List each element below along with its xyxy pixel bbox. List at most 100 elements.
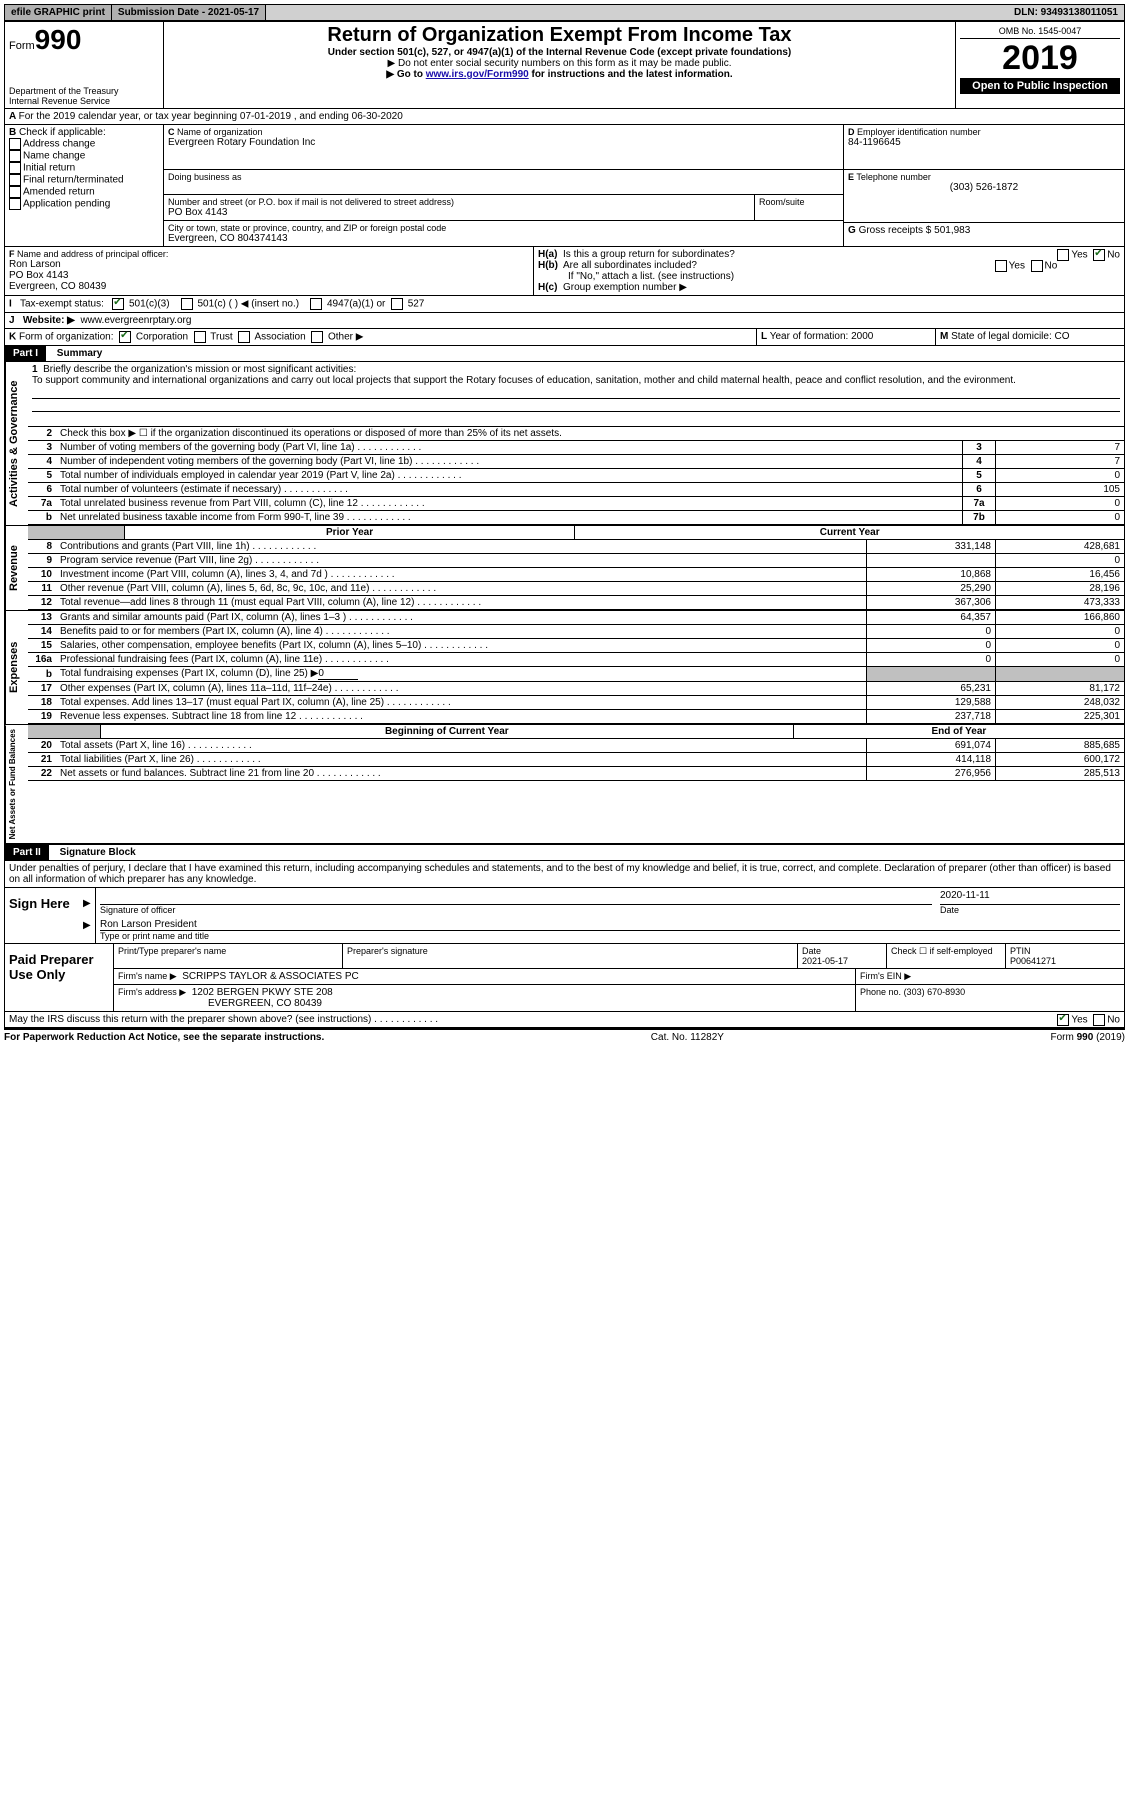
box-l: L Year of formation: 2000: [757, 329, 936, 345]
box-m: M State of legal domicile: CO: [936, 329, 1124, 345]
date-label: Date: [940, 905, 1120, 915]
penalties-text: Under penalties of perjury, I declare th…: [5, 861, 1124, 888]
sign-here-label: Sign Here: [5, 888, 83, 943]
firm-ein-label: Firm's EIN ▶: [855, 969, 1124, 984]
table-row: 6Total number of volunteers (estimate if…: [28, 483, 1124, 497]
self-employed-check[interactable]: Check ☐ if self-employed: [887, 944, 1006, 968]
period-line-a: A For the 2019 calendar year, or tax yea…: [5, 109, 1124, 124]
checkbox-501c[interactable]: [181, 298, 193, 310]
line16b-label: Total fundraising expenses (Part IX, col…: [60, 668, 318, 679]
table-row: 22Net assets or fund balances. Subtract …: [28, 767, 1124, 781]
box-k: K Form of organization: Corporation Trus…: [5, 329, 757, 345]
vlabel-revenue: Revenue: [5, 526, 28, 610]
prep-sig-label: Preparer's signature: [343, 944, 798, 968]
sig-date: 2020-11-11: [940, 890, 1120, 905]
table-row: 21Total liabilities (Part X, line 26)414…: [28, 753, 1124, 767]
sign-here-block: Sign Here ▶▶ Signature of officer 2020-1…: [5, 888, 1124, 944]
officer-city: Evergreen, CO 80439: [9, 281, 529, 292]
irs-form990-link[interactable]: www.irs.gov/Form990: [426, 69, 529, 80]
paid-preparer-label: Paid Preparer Use Only: [5, 944, 113, 1011]
org-name: Evergreen Rotary Foundation Inc: [168, 137, 839, 148]
checkbox-name-change[interactable]: [9, 150, 21, 162]
checkbox-4947[interactable]: [310, 298, 322, 310]
checkbox-discuss-no[interactable]: [1093, 1014, 1105, 1026]
form-subtitle: Under section 501(c), 527, or 4947(a)(1)…: [168, 47, 951, 58]
table-row: 7aTotal unrelated business revenue from …: [28, 497, 1124, 511]
checkbox-discuss-yes[interactable]: [1057, 1014, 1069, 1026]
goto-prefix: ▶ Go to: [386, 69, 425, 80]
checkbox-association[interactable]: [238, 331, 250, 343]
firm-name: SCRIPPS TAYLOR & ASSOCIATES PC: [182, 971, 359, 982]
firm-addr1: 1202 BERGEN PKWY STE 208: [192, 987, 333, 998]
prep-date: 2021-05-17: [802, 956, 848, 966]
header-right: OMB No. 1545-0047 2019 Open to Public In…: [956, 22, 1124, 108]
checkbox-other[interactable]: [311, 331, 323, 343]
checkbox-ha-yes[interactable]: [1057, 249, 1069, 261]
col-end-year: End of Year: [793, 725, 1124, 739]
checkbox-hb-yes[interactable]: [995, 260, 1007, 272]
table-row: 4Number of independent voting members of…: [28, 455, 1124, 469]
table-row: 16aProfessional fundraising fees (Part I…: [28, 653, 1124, 667]
sig-officer-label: Signature of officer: [100, 905, 932, 915]
part2-subtitle: Signature Block: [52, 847, 136, 858]
dept-treasury: Department of the Treasury: [9, 86, 159, 96]
firm-phone: (303) 670-8930: [904, 987, 966, 997]
table-row: 15Salaries, other compensation, employee…: [28, 639, 1124, 653]
form-title: Return of Organization Exempt From Incom…: [168, 24, 951, 47]
paid-preparer-block: Paid Preparer Use Only Print/Type prepar…: [5, 944, 1124, 1012]
checkbox-hb-no[interactable]: [1031, 260, 1043, 272]
table-row: 13Grants and similar amounts paid (Part …: [28, 611, 1124, 625]
form-container: Form990 Department of the Treasury Inter…: [4, 21, 1125, 1030]
checkbox-initial-return[interactable]: [9, 162, 21, 174]
open-inspection: Open to Public Inspection: [960, 78, 1120, 94]
submission-date-button[interactable]: Submission Date - 2021-05-17: [112, 5, 266, 20]
discuss-row: May the IRS discuss this return with the…: [5, 1012, 1124, 1029]
table-row: 17Other expenses (Part IX, column (A), l…: [28, 682, 1124, 696]
vlabel-governance: Activities & Governance: [5, 362, 28, 525]
type-name-label: Type or print name and title: [100, 931, 1120, 941]
checkbox-501c3[interactable]: [112, 298, 124, 310]
table-row: 20Total assets (Part X, line 16)691,0748…: [28, 739, 1124, 753]
table-row: 3Number of voting members of the governi…: [28, 441, 1124, 455]
street-label: Number and street (or P.O. box if mail i…: [168, 197, 750, 207]
page-footer: For Paperwork Reduction Act Notice, see …: [4, 1030, 1125, 1043]
col-begin-year: Beginning of Current Year: [100, 725, 793, 739]
checkbox-application-pending[interactable]: [9, 198, 21, 210]
table-row: 10Investment income (Part VIII, column (…: [28, 568, 1124, 582]
dba-label: Doing business as: [168, 172, 839, 182]
officer-group-block: F Name and address of principal officer:…: [5, 247, 1124, 296]
header-left: Form990 Department of the Treasury Inter…: [5, 22, 164, 108]
footer-right: Form 990 (2019): [1051, 1032, 1125, 1043]
officer-printed-name: Ron Larson President: [100, 919, 1120, 931]
box-c: C Name of organization Evergreen Rotary …: [164, 125, 844, 246]
table-row: 14Benefits paid to or for members (Part …: [28, 625, 1124, 639]
telephone-value: (303) 526-1872: [848, 182, 1120, 193]
checkbox-trust[interactable]: [194, 331, 206, 343]
form-header: Form990 Department of the Treasury Inter…: [5, 22, 1124, 109]
table-row: 19Revenue less expenses. Subtract line 1…: [28, 710, 1124, 724]
org-city: Evergreen, CO 804374143: [168, 233, 839, 244]
checkbox-527[interactable]: [391, 298, 403, 310]
box-j: J Website: ▶ www.evergreenrptary.org: [5, 313, 1124, 328]
efile-print-button[interactable]: efile GRAPHIC print: [5, 5, 112, 20]
line16b-value: 0: [318, 668, 358, 680]
form-number: 990: [35, 24, 82, 55]
mission-text: To support community and international o…: [32, 375, 1120, 386]
checkbox-address-change[interactable]: [9, 138, 21, 150]
box-b: B Check if applicable: Address change Na…: [5, 125, 164, 246]
box-i: I Tax-exempt status: 501(c)(3) 501(c) ( …: [5, 296, 1124, 312]
org-street: PO Box 4143: [168, 207, 750, 218]
firm-addr2: EVERGREEN, CO 80439: [118, 998, 851, 1009]
checkbox-ha-no[interactable]: [1093, 249, 1105, 261]
checkbox-amended-return[interactable]: [9, 186, 21, 198]
part1-subtitle: Summary: [49, 348, 103, 359]
goto-suffix: for instructions and the latest informat…: [529, 69, 733, 80]
dln-label: DLN: 93493138011051: [1008, 5, 1124, 20]
table-row: 8Contributions and grants (Part VIII, li…: [28, 540, 1124, 554]
identity-block: B Check if applicable: Address change Na…: [5, 125, 1124, 247]
checkbox-final-return[interactable]: [9, 174, 21, 186]
checkbox-corporation[interactable]: [119, 331, 131, 343]
box-f: F Name and address of principal officer:…: [5, 247, 534, 295]
vlabel-expenses: Expenses: [5, 611, 28, 724]
hc-label: Group exemption number ▶: [563, 282, 687, 293]
